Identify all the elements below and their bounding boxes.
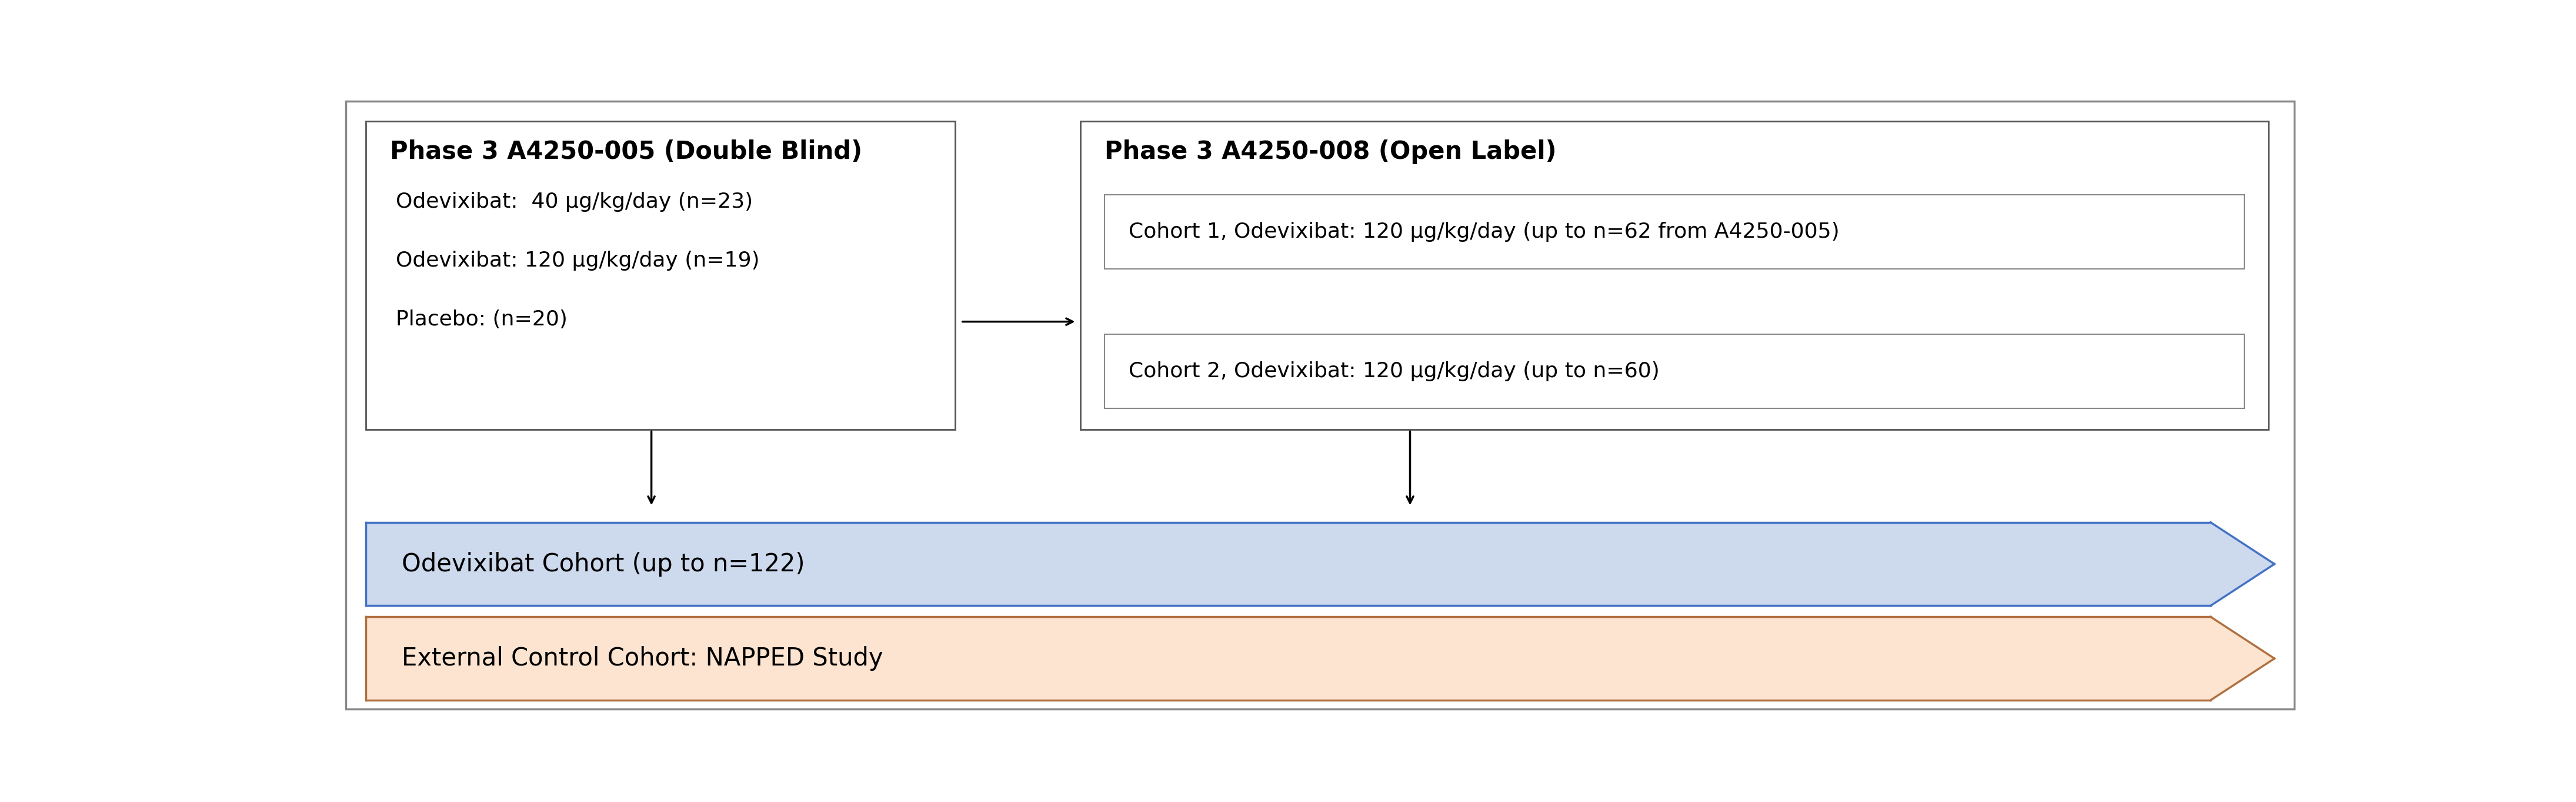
FancyBboxPatch shape <box>1105 334 2244 408</box>
FancyBboxPatch shape <box>1082 121 2269 430</box>
FancyBboxPatch shape <box>366 121 956 430</box>
Text: Odevixibat: 120 μg/kg/day (n=19): Odevixibat: 120 μg/kg/day (n=19) <box>397 250 760 270</box>
Polygon shape <box>366 522 2275 606</box>
Text: Odevixibat Cohort (up to n=122): Odevixibat Cohort (up to n=122) <box>402 552 806 577</box>
Text: Placebo: (n=20): Placebo: (n=20) <box>397 310 567 330</box>
Text: Odevixibat:  40 μg/kg/day (n=23): Odevixibat: 40 μg/kg/day (n=23) <box>397 192 752 212</box>
FancyBboxPatch shape <box>1105 195 2244 269</box>
Text: Cohort 2, Odevixibat: 120 μg/kg/day (up to n=60): Cohort 2, Odevixibat: 120 μg/kg/day (up … <box>1128 361 1659 381</box>
Text: Phase 3 A4250-005 (Double Blind): Phase 3 A4250-005 (Double Blind) <box>389 140 863 164</box>
Text: Phase 3 A4250-008 (Open Label): Phase 3 A4250-008 (Open Label) <box>1105 140 1556 164</box>
Text: External Control Cohort: NAPPED Study: External Control Cohort: NAPPED Study <box>402 646 884 670</box>
Polygon shape <box>366 617 2275 700</box>
Text: Cohort 1, Odevixibat: 120 μg/kg/day (up to n=62 from A4250-005): Cohort 1, Odevixibat: 120 μg/kg/day (up … <box>1128 222 1839 242</box>
